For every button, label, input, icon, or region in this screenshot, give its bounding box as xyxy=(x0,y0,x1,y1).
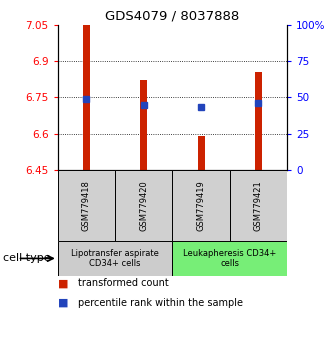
Text: transformed count: transformed count xyxy=(78,278,168,288)
Text: ■: ■ xyxy=(58,278,68,288)
Text: Lipotransfer aspirate
CD34+ cells: Lipotransfer aspirate CD34+ cells xyxy=(71,249,159,268)
Text: GSM779421: GSM779421 xyxy=(254,180,263,231)
Text: cell type: cell type xyxy=(3,253,51,263)
Bar xyxy=(115,170,173,241)
Title: GDS4079 / 8037888: GDS4079 / 8037888 xyxy=(105,9,240,22)
Bar xyxy=(140,80,147,170)
Text: GSM779418: GSM779418 xyxy=(82,180,91,231)
Bar xyxy=(230,170,287,241)
Bar xyxy=(83,25,90,170)
Text: percentile rank within the sample: percentile rank within the sample xyxy=(78,298,243,308)
Bar xyxy=(173,170,230,241)
Bar xyxy=(58,170,115,241)
Bar xyxy=(58,241,173,276)
Text: GSM779419: GSM779419 xyxy=(197,180,206,231)
Bar xyxy=(255,72,262,170)
Text: ■: ■ xyxy=(58,298,68,308)
Bar xyxy=(173,241,287,276)
Bar xyxy=(198,136,205,170)
Text: GSM779420: GSM779420 xyxy=(139,180,148,231)
Text: Leukapheresis CD34+
cells: Leukapheresis CD34+ cells xyxy=(183,249,277,268)
